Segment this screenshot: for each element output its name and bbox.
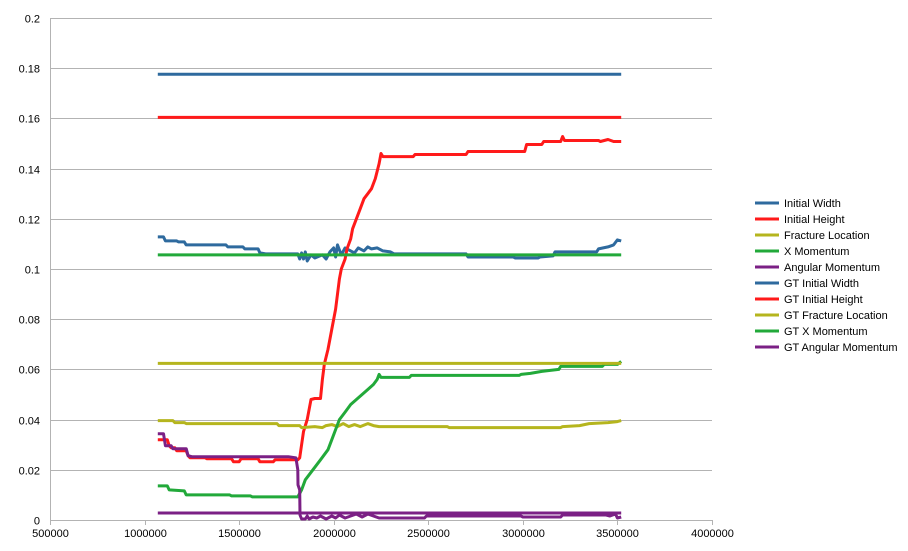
- y-tick-label: 0.2: [25, 14, 40, 26]
- series-line-fracture-location: [157, 419, 622, 430]
- x-tick-label: 1500000: [218, 528, 261, 540]
- x-tick-label: 3500000: [596, 528, 639, 540]
- x-tick-label: 4000000: [691, 528, 734, 540]
- legend-label-x-momentum: X Momentum: [784, 246, 849, 258]
- y-tick-label: 0.04: [19, 416, 40, 428]
- legend-label-gt-fracture-location: GT Fracture Location: [784, 310, 888, 322]
- x-tick-label: 500000: [32, 528, 69, 540]
- y-tick-label: 0.16: [19, 114, 40, 126]
- y-tick-label: 0.12: [19, 215, 40, 227]
- y-tick-label: 0.08: [19, 315, 40, 327]
- series-line-x-momentum: [157, 360, 623, 499]
- legend-label-initial-height: Initial Height: [784, 214, 845, 226]
- x-tick-label: 1000000: [124, 528, 167, 540]
- series-line-initial-width: [157, 235, 622, 263]
- legend-label-gt-initial-width: GT Initial Width: [784, 278, 859, 290]
- series-line-angular-momentum: [157, 432, 622, 521]
- legend: Initial Width Initial Height Fracture Loca…: [755, 198, 898, 354]
- legend-label-gt-x-momentum: GT X Momentum: [784, 326, 868, 338]
- legend-label-gt-angular-momentum: GT Angular Momentum: [784, 342, 898, 354]
- legend-label-gt-initial-height: GT Initial Height: [784, 294, 863, 306]
- grid-lines: [50, 18, 712, 521]
- legend-label-initial-width: Initial Width: [784, 198, 841, 210]
- y-tick-label: 0.06: [19, 365, 40, 377]
- legend-label-angular-momentum: Angular Momentum: [784, 262, 880, 274]
- series-line-initial-height: [157, 135, 622, 464]
- x-tick-label: 2000000: [313, 528, 356, 540]
- y-tick-label: 0.1: [25, 265, 40, 277]
- plot-series: [157, 72, 623, 521]
- x-tick-label: 2500000: [407, 528, 450, 540]
- y-axis-tick-labels: 0 0.02 0.04 0.06 0.08 0.1 0.12 0.14 0.16 0.18 0.2: [19, 14, 40, 528]
- y-tick-label: 0.18: [19, 64, 40, 76]
- x-axis-tick-labels: 500000 1000000 1500000 2000000 2500000 300000…: [32, 528, 734, 540]
- y-tick-label: 0: [34, 516, 40, 528]
- axes: [50, 18, 713, 525]
- y-tick-label: 0.02: [19, 466, 40, 478]
- y-tick-label: 0.14: [19, 165, 40, 177]
- legend-label-fracture-location: Fracture Location: [784, 230, 870, 242]
- x-tick-label: 3000000: [502, 528, 545, 540]
